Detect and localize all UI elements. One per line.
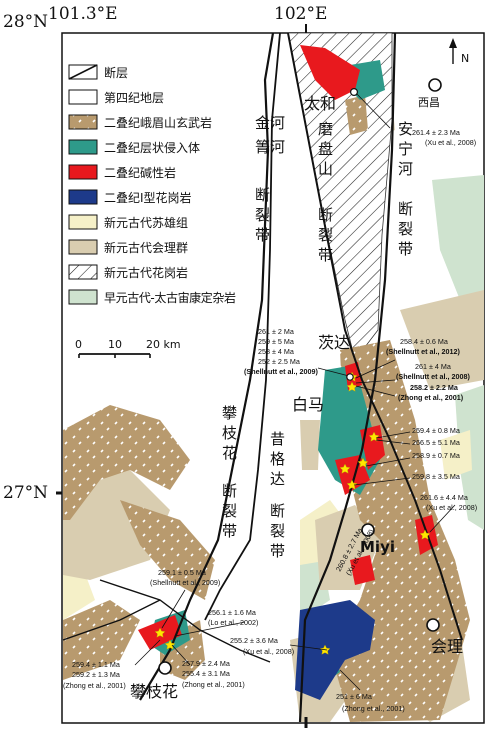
lat-top-label: 28°N xyxy=(3,12,48,32)
fault-xigeda-6: 带 xyxy=(270,542,285,560)
age-ma-r2-ref: (Shellnutt et al., 2008) xyxy=(396,372,470,381)
fault-panzhi-2: 枝 xyxy=(222,424,237,442)
fault-mopan-3: 山 xyxy=(318,160,333,178)
age-ma-left-2: 259 ± 5 Ma xyxy=(258,337,294,346)
xichang-marker xyxy=(428,78,442,92)
fault-anning-3: 河 xyxy=(398,160,413,178)
fault-mopan-4: 断 xyxy=(318,206,333,224)
legend-huili: 新元古代会理群 xyxy=(104,240,188,255)
age-pz-d-ref: (Zhong et al., 2001) xyxy=(182,680,245,689)
legend-kangding: 早元古代-太古宙康定杂岩 xyxy=(104,290,236,305)
age-taihe: 261.4 ± 2.3 Ma xyxy=(412,128,460,137)
fault-mopan-2: 盘 xyxy=(318,140,333,158)
age-ma-r1-ref: (Shellnutt et al., 2012) xyxy=(386,347,460,356)
age-bm-2: 266.5 ± 5.1 Ma xyxy=(412,438,460,447)
fault-jinhe-2: 箐河 xyxy=(255,138,285,156)
age-miyi-ref: (Xu et al., 2008) xyxy=(426,503,477,512)
fault-mopan-5: 裂 xyxy=(318,226,333,244)
legend-alkaline: 二叠纪碱性岩 xyxy=(104,165,176,180)
north-label: N xyxy=(461,52,469,65)
age-pz-d2: 255.4 ± 3.1 Ma xyxy=(182,669,230,678)
age-ma-r1: 258.4 ± 0.6 Ma xyxy=(400,337,448,346)
place-maoda: 茨达 xyxy=(318,333,350,352)
legend-suxiong: 新元古代苏雄组 xyxy=(104,215,188,230)
age-ma-left-3: 258 ± 4 Ma xyxy=(258,347,294,356)
lat-mid-label: 27°N xyxy=(3,483,48,503)
scale-10: 10 xyxy=(108,338,122,351)
place-huili: 会理 xyxy=(431,637,463,656)
fault-jinhe-3: 断 xyxy=(255,186,270,204)
fault-mopan-1: 磨 xyxy=(318,120,333,138)
age-bot: 251 ± 6 Ma xyxy=(336,692,372,701)
age-pz-c-ref: (Zhong et al., 2001) xyxy=(63,681,126,690)
legend-i-granite: 二叠纪I型花岗岩 xyxy=(104,190,192,205)
place-xichang: 西昌 xyxy=(418,96,440,109)
fault-xigeda-5: 裂 xyxy=(270,522,285,540)
age-hl-ref: (Xu et al., 2008) xyxy=(243,647,294,656)
fault-panzhi-3: 花 xyxy=(222,444,237,462)
age-ma-left-ref: (Shellnutt et al., 2009) xyxy=(244,367,318,376)
place-panzhihua: 攀枝花 xyxy=(130,682,178,701)
place-taihe: 太和 xyxy=(304,94,336,113)
age-bm-1: 259.4 ± 0.8 Ma xyxy=(412,426,460,435)
panzhihua-marker xyxy=(158,661,172,675)
age-pz-b: 256.1 ± 1.6 Ma xyxy=(208,608,256,617)
north-arrow: N xyxy=(449,38,469,65)
age-ma-r3-ref: (Zhong et al., 2001) xyxy=(398,393,464,402)
scale-0: 0 xyxy=(75,338,82,351)
miyi-marker xyxy=(361,523,375,537)
legend-basalt: 二叠纪峨眉山玄武岩 xyxy=(104,115,212,130)
age-pz-c1: 259.4 ± 1.1 Ma xyxy=(72,660,120,669)
fault-jinhe-4: 裂 xyxy=(255,206,270,224)
legend-neo-granite: 新元古代花岗岩 xyxy=(104,265,188,280)
maoda-marker xyxy=(346,373,354,381)
fault-anning-6: 带 xyxy=(398,240,413,258)
age-pz-a-ref: (Shellnutt et al., 2009) xyxy=(150,578,220,587)
fault-panzhi-1: 攀 xyxy=(222,404,237,422)
fault-anning-1: 安 xyxy=(398,120,413,138)
age-bm-3: 258.9 ± 0.7 Ma xyxy=(412,451,460,460)
fault-jinhe-1: 金河 xyxy=(255,114,285,132)
age-bot-ref: (Zhong et al., 2001) xyxy=(342,704,405,713)
legend-fault: 断层 xyxy=(104,65,128,80)
fault-xigeda-2: 格 xyxy=(270,450,285,468)
fault-jinhe-5: 带 xyxy=(255,226,270,244)
age-ma-r2: 261 ± 4 Ma xyxy=(415,362,451,371)
lon-right-label: 102°E xyxy=(274,4,327,24)
fault-anning-4: 断 xyxy=(398,200,413,218)
age-pz-a: 259.1 ± 0.5 Ma xyxy=(158,568,206,577)
huili-marker xyxy=(426,618,440,632)
taihe-marker xyxy=(350,87,359,96)
age-pz-d1: 257.9 ± 2.4 Ma xyxy=(182,659,230,668)
age-bm-4: 259.8 ± 3.5 Ma xyxy=(412,472,460,481)
place-baima: 白马 xyxy=(292,395,324,414)
scale-bar: 0 10 20 km xyxy=(75,338,181,358)
age-pz-b-ref: (Lo et al., 2002) xyxy=(208,618,258,627)
age-ma-r3: 258.2 ± 2.2 Ma xyxy=(410,383,459,392)
fault-xigeda-3: 达 xyxy=(270,470,285,488)
geology-layer xyxy=(62,33,484,723)
age-pz-c2: 259.2 ± 1.3 Ma xyxy=(72,670,120,679)
fault-xigeda-1: 昔 xyxy=(270,430,285,448)
fault-panzhi-6: 带 xyxy=(222,522,237,540)
age-ma-left-4: 252 ± 2.5 Ma xyxy=(258,357,300,366)
leader-lines xyxy=(134,91,456,691)
legend-layered: 二叠纪层状侵入体 xyxy=(104,140,200,155)
fault-anning-5: 裂 xyxy=(398,220,413,238)
fault-panzhi-4: 断 xyxy=(222,482,237,500)
age-taihe-ref: (Xu et al., 2008) xyxy=(425,138,476,147)
legend-quaternary: 第四纪地层 xyxy=(104,91,164,105)
scale-20: 20 km xyxy=(146,338,181,351)
lon-left-label: 101.3°E xyxy=(48,4,118,24)
age-ma-left-1: 261 ± 2 Ma xyxy=(258,327,294,336)
fault-mopan-6: 带 xyxy=(318,246,333,264)
age-hl: 255.2 ± 3.6 Ma xyxy=(230,636,278,645)
fault-xigeda-4: 断 xyxy=(270,502,285,520)
fault-anning-2: 宁 xyxy=(398,140,413,158)
legend: 断层 第四纪地层 二叠纪峨眉山玄武岩 二叠纪层状侵入体 二叠纪碱性岩 二叠纪I型… xyxy=(68,64,236,305)
place-miyi: Miyi xyxy=(360,538,395,556)
age-miyi: 261.6 ± 4.4 Ma xyxy=(420,493,468,502)
fault-panzhi-5: 裂 xyxy=(222,502,237,520)
